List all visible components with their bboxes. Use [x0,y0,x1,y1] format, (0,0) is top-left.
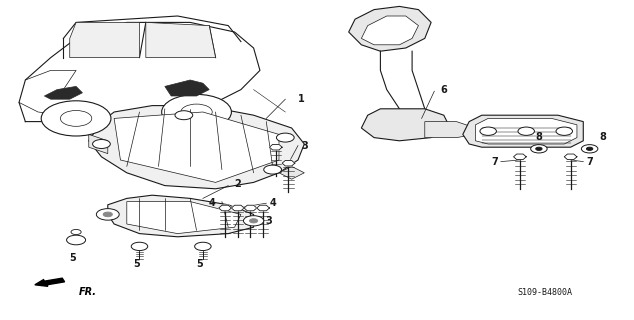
Polygon shape [257,205,269,211]
Polygon shape [514,154,526,160]
Text: FR.: FR. [79,287,97,297]
Circle shape [581,145,598,153]
Polygon shape [282,160,295,166]
Polygon shape [361,109,450,141]
Polygon shape [89,106,304,189]
Circle shape [96,209,119,220]
Text: 8: 8 [536,132,543,142]
Circle shape [41,101,111,136]
Circle shape [195,242,211,251]
Text: S109-B4800A: S109-B4800A [518,288,573,297]
Polygon shape [349,6,431,51]
Polygon shape [70,22,139,58]
Text: 5: 5 [70,253,76,263]
Circle shape [556,127,573,135]
Text: 7: 7 [491,156,498,167]
Circle shape [276,133,294,142]
Polygon shape [165,80,209,96]
Circle shape [162,94,231,130]
Polygon shape [114,112,279,182]
Polygon shape [564,154,577,160]
Text: 1: 1 [298,94,305,104]
Circle shape [531,145,547,153]
Polygon shape [463,115,583,147]
Circle shape [93,140,110,148]
Text: 8: 8 [599,132,606,142]
Polygon shape [127,202,241,234]
Polygon shape [476,118,577,144]
Circle shape [243,216,264,226]
Polygon shape [425,122,476,138]
Circle shape [264,165,281,174]
Circle shape [67,235,86,245]
Polygon shape [361,16,418,45]
Polygon shape [146,22,216,58]
Circle shape [60,110,92,126]
Polygon shape [269,144,282,150]
Polygon shape [44,86,82,99]
Text: 6: 6 [441,84,448,95]
Text: 3: 3 [301,140,308,151]
Text: 5: 5 [197,259,203,269]
Polygon shape [219,205,231,211]
Polygon shape [108,195,254,237]
Text: 4: 4 [209,198,216,208]
Text: 2: 2 [235,179,242,189]
Circle shape [250,219,257,223]
Circle shape [131,242,148,251]
Circle shape [175,111,193,120]
Polygon shape [244,205,257,211]
Circle shape [181,104,212,120]
Polygon shape [231,205,244,211]
FancyArrow shape [35,278,65,286]
Circle shape [103,212,112,217]
Circle shape [536,147,542,150]
Circle shape [518,127,534,135]
Polygon shape [279,166,304,179]
Text: 3: 3 [266,216,273,226]
Circle shape [71,229,81,235]
Circle shape [586,147,593,150]
Polygon shape [89,134,108,154]
Text: 7: 7 [586,156,593,167]
Circle shape [480,127,496,135]
Text: 4: 4 [269,198,276,208]
Text: 5: 5 [133,259,139,269]
